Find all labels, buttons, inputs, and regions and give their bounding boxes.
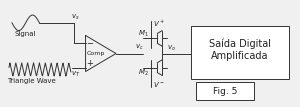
Text: $v_c$: $v_c$ bbox=[135, 43, 144, 52]
Text: $M_1$: $M_1$ bbox=[138, 28, 149, 39]
Text: +: + bbox=[86, 59, 93, 68]
Text: Saída Digital
Amplificada: Saída Digital Amplificada bbox=[209, 39, 271, 61]
Text: Fig. 5: Fig. 5 bbox=[213, 86, 237, 96]
Text: $v_T$: $v_T$ bbox=[71, 70, 80, 79]
Text: Signal: Signal bbox=[15, 30, 36, 36]
Text: $v_o$: $v_o$ bbox=[167, 44, 176, 53]
Text: Comp: Comp bbox=[86, 51, 105, 56]
Text: $M_2$: $M_2$ bbox=[138, 67, 149, 78]
Text: $V^-$: $V^-$ bbox=[153, 80, 165, 89]
Text: $V^+$: $V^+$ bbox=[153, 19, 165, 29]
FancyBboxPatch shape bbox=[190, 26, 289, 79]
Text: −: − bbox=[86, 39, 93, 48]
FancyBboxPatch shape bbox=[196, 82, 254, 100]
Text: Triangle Wave: Triangle Wave bbox=[7, 78, 56, 84]
Text: $v_s$: $v_s$ bbox=[71, 12, 80, 22]
